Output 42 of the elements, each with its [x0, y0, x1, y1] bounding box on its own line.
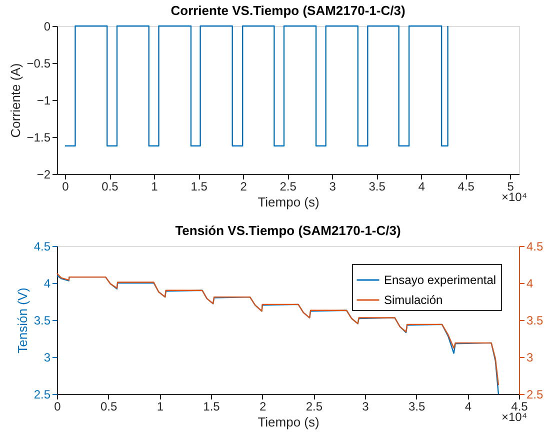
x-tick-label: 4: [464, 400, 472, 414]
y2-tick-label: 4.5: [526, 240, 544, 254]
legend-label: Ensayo experimental: [384, 273, 496, 287]
x-tick-label: 2.5: [280, 180, 297, 194]
x-tick-label: 3: [329, 180, 336, 194]
y-axis-title: Tensión (V): [14, 288, 30, 354]
x-axis-title: Tiempo (s): [258, 194, 320, 210]
x-tick-label: 4: [418, 180, 426, 194]
x-tick-label: 3.5: [408, 400, 426, 414]
x-tick-label: 3.5: [368, 180, 386, 194]
x-tick-label: 0: [62, 180, 70, 194]
x-tick-label: 2: [259, 400, 266, 414]
y2-tick-label: 3.5: [526, 314, 544, 328]
chart-title: Tensión VS.Tiempo (SAM2170-1-C/3): [175, 223, 401, 238]
y-tick-label: 2.5: [34, 388, 51, 402]
y-tick-label: 4.5: [34, 240, 51, 254]
y-tick-label: 0: [44, 20, 51, 34]
y2-tick-label: 3: [526, 350, 534, 364]
y-tick-label: −1: [36, 94, 51, 108]
x-tick-label: 1.5: [203, 400, 220, 414]
x-tick-label: 0.5: [102, 180, 119, 194]
chart-title: Corriente VS.Tiempo (SAM2170-1-C/3): [170, 3, 406, 18]
x-tick-label: 1.5: [190, 180, 208, 194]
y-tick-label: −0.5: [26, 56, 51, 70]
y-tick-label: 4: [44, 276, 51, 290]
x-axis-title: Tiempo (s): [258, 414, 320, 430]
x-tick-label: 2.5: [306, 400, 323, 414]
x-tick-label: 1: [156, 400, 164, 414]
x-tick-label: 0: [54, 400, 62, 414]
y2-tick-label: 2.5: [526, 388, 544, 402]
x-tick-label: 1: [151, 180, 158, 194]
x-tick-label: 3: [362, 400, 370, 414]
y-tick-label: −2: [36, 168, 51, 182]
y-tick-label: 3: [44, 350, 51, 364]
y-axis-title: Corriente (A): [8, 63, 23, 138]
y-tick-label: 3.5: [34, 314, 51, 328]
x-tick-label: 4.5: [458, 180, 475, 194]
x-tick-label: 2: [240, 180, 248, 194]
legend-label: Simulación: [384, 293, 443, 307]
y2-tick-label: 4: [526, 276, 534, 290]
y-tick-label: −1.5: [26, 130, 51, 144]
x-tick-label: 0.5: [100, 400, 118, 414]
